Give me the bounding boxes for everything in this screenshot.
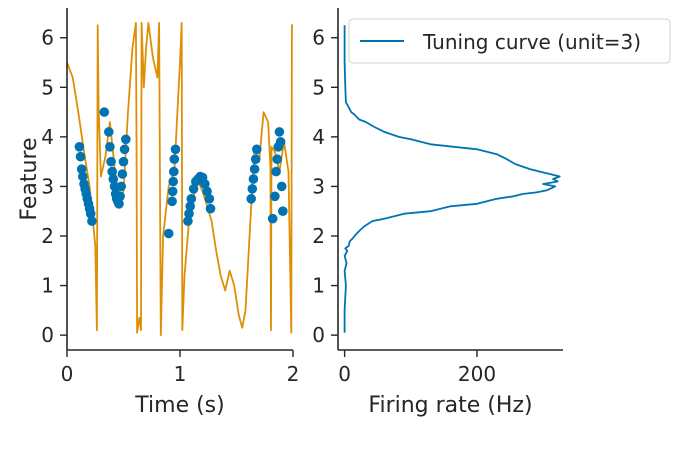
spike-point: [104, 127, 114, 137]
spike-point: [170, 144, 181, 155]
y-axis-label: Feature: [17, 137, 42, 220]
spike-point: [87, 216, 97, 226]
spike-point: [205, 203, 216, 214]
feature-time-panel: 0 1 2 3 4 5 6 0 1 2 Time (s) Feature: [17, 8, 299, 418]
spike-point: [117, 169, 128, 179]
tuning-curve-line: [343, 25, 561, 333]
spike-point: [107, 166, 117, 177]
legend-label: Tuning curve (unit=3): [422, 30, 641, 54]
spike-point: [183, 216, 193, 226]
spike-point: [163, 228, 174, 239]
y-tick-label: 5: [312, 75, 325, 99]
spike-point: [204, 194, 215, 204]
y-tick-label: 3: [41, 174, 54, 198]
spike-point: [115, 191, 125, 202]
spike-point: [169, 166, 179, 177]
spike-point: [184, 208, 194, 219]
tuning-curve-panel: 0 1 2 3 4 5 6 0 200 Firing rate (Hz) Tuning curve …: [312, 8, 671, 418]
y-tick-label: 0: [41, 323, 54, 347]
y-tick-label: 3: [312, 174, 325, 198]
y-tick-label: 0: [312, 323, 325, 347]
x-axis-label: Firing rate (Hz): [368, 393, 532, 418]
x-tick-label: 2: [287, 362, 300, 386]
spike-point: [114, 199, 124, 209]
spike-point: [251, 144, 262, 155]
spike-point: [74, 142, 85, 152]
spike-point: [121, 134, 131, 145]
x-tick-label: 200: [458, 362, 496, 386]
x-tick-label: 0: [61, 362, 74, 386]
spike-point: [75, 151, 86, 162]
spike-point: [188, 184, 199, 194]
spike-point: [278, 206, 288, 216]
x-tick-label: 1: [174, 362, 187, 386]
legend-box: [348, 18, 671, 64]
spike-point: [185, 201, 195, 212]
spike-point: [270, 191, 280, 202]
spike-point: [271, 166, 281, 177]
spike-points: [74, 107, 288, 239]
spike-point: [169, 154, 180, 164]
spike-point: [202, 186, 212, 197]
spike-point: [186, 194, 197, 204]
x-axis-label: Time (s): [134, 393, 224, 418]
spike-point: [78, 171, 88, 182]
spike-point: [276, 181, 287, 192]
y-tick-label: 2: [41, 224, 54, 248]
y-tick-label: 5: [41, 75, 54, 99]
spike-point: [249, 164, 260, 174]
spike-point: [247, 184, 258, 194]
spike-point: [272, 154, 283, 164]
y-tick-label: 6: [41, 26, 54, 50]
x-tick-label: 0: [338, 362, 351, 386]
spike-point: [108, 174, 119, 184]
spike-point: [167, 196, 177, 207]
y-tick-label: 1: [312, 274, 325, 298]
spike-point: [118, 156, 129, 167]
y-tick-label: 4: [41, 125, 54, 149]
y-tick-label: 4: [312, 125, 325, 149]
spike-point: [250, 154, 261, 164]
spike-point: [246, 194, 256, 204]
y-tick-label: 2: [312, 224, 325, 248]
spike-point: [76, 164, 87, 174]
spike-point: [116, 181, 126, 192]
spike-point: [200, 179, 210, 189]
spike-point: [85, 208, 96, 219]
spike-point: [267, 213, 278, 224]
feature-line: [67, 21, 293, 337]
spike-point: [105, 142, 115, 152]
y-tick-label: 6: [312, 26, 325, 50]
spike-point: [274, 127, 285, 137]
spike-point: [275, 137, 286, 147]
spike-point: [109, 181, 120, 192]
spike-point: [168, 176, 178, 187]
spike-point: [106, 156, 116, 167]
spike-point: [119, 144, 130, 155]
y-tick-label: 1: [41, 274, 54, 298]
legend: Tuning curve (unit=3): [348, 18, 671, 64]
spike-point: [99, 107, 110, 117]
spike-point: [167, 186, 178, 197]
spike-point: [248, 174, 259, 184]
